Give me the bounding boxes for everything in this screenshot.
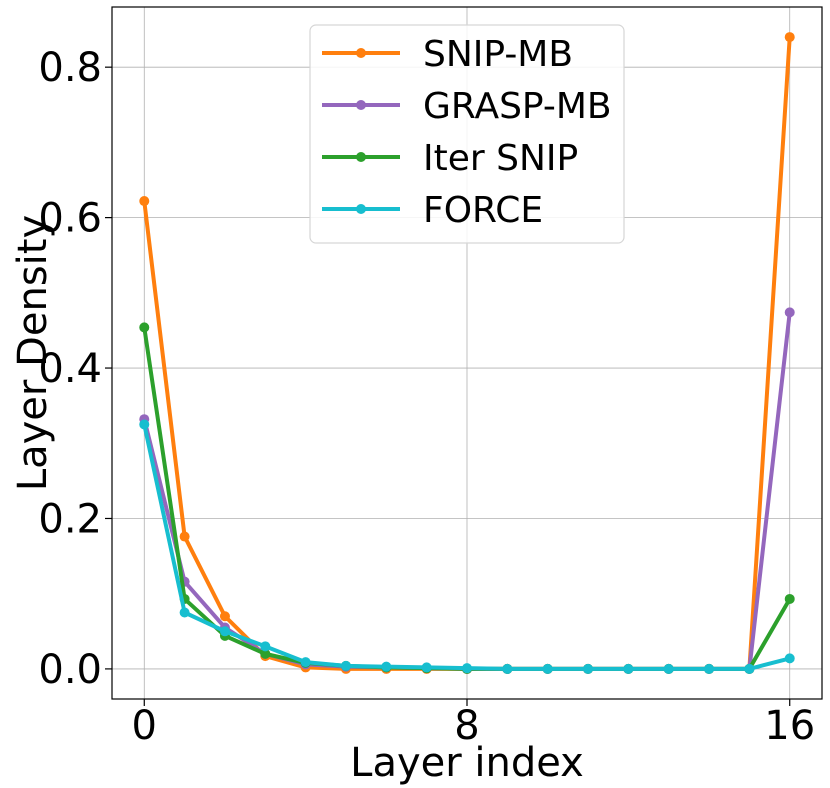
x-tick-label: 16 <box>764 703 815 749</box>
legend-label: FORCE <box>423 190 543 231</box>
y-tick-label: 0.0 <box>38 647 102 693</box>
data-point <box>219 626 230 637</box>
data-point <box>704 663 715 674</box>
x-axis-title: Layer index <box>350 740 584 786</box>
legend-swatch-marker <box>356 152 366 162</box>
legend-item: Iter SNIP <box>322 138 578 179</box>
data-point <box>139 419 150 430</box>
data-point <box>340 660 351 671</box>
legend-label: GRASP-MB <box>423 86 612 127</box>
data-point <box>381 661 392 672</box>
data-point <box>260 648 271 659</box>
legend-box <box>309 24 625 244</box>
legend: SNIP-MB GRASP-MB Iter SNIP FORCE <box>309 24 625 244</box>
data-point <box>260 641 271 652</box>
legend-swatch-marker <box>356 100 366 110</box>
legend-label: Iter SNIP <box>423 138 578 179</box>
data-point <box>542 663 553 674</box>
x-tick-label: 0 <box>132 703 157 749</box>
data-point <box>784 593 795 604</box>
series-lines <box>139 32 795 674</box>
axis-ticks: 0 8 16 0.0 0.2 0.4 0.6 0.8 <box>38 45 815 749</box>
x-tick-label: 8 <box>454 703 479 749</box>
data-point <box>784 653 795 664</box>
legend-label: SNIP-MB <box>423 34 573 75</box>
data-point <box>219 611 230 622</box>
legend-item: FORCE <box>322 190 543 231</box>
y-tick-label: 0.4 <box>38 346 102 392</box>
data-point <box>663 663 674 674</box>
data-point <box>784 307 795 318</box>
data-point <box>583 663 594 674</box>
legend-item: SNIP-MB <box>322 34 573 75</box>
legend-swatch-marker <box>356 48 366 58</box>
y-tick-label: 0.6 <box>38 196 102 242</box>
data-point <box>179 607 190 618</box>
y-axis-title: Layer Density <box>10 215 56 491</box>
legend-swatch-marker <box>356 204 366 214</box>
data-point <box>784 32 795 43</box>
y-tick-label: 0.8 <box>38 45 102 91</box>
data-point <box>139 196 150 207</box>
series-force <box>139 419 795 674</box>
y-tick-label: 0.2 <box>38 496 102 542</box>
data-point <box>502 663 513 674</box>
data-point <box>744 663 755 674</box>
grid-lines <box>112 7 822 699</box>
data-point <box>623 663 634 674</box>
legend-item: GRASP-MB <box>322 86 612 127</box>
data-point <box>139 322 150 333</box>
data-point <box>421 662 432 673</box>
data-point <box>179 531 190 542</box>
data-point <box>300 657 311 668</box>
data-point <box>462 663 472 674</box>
